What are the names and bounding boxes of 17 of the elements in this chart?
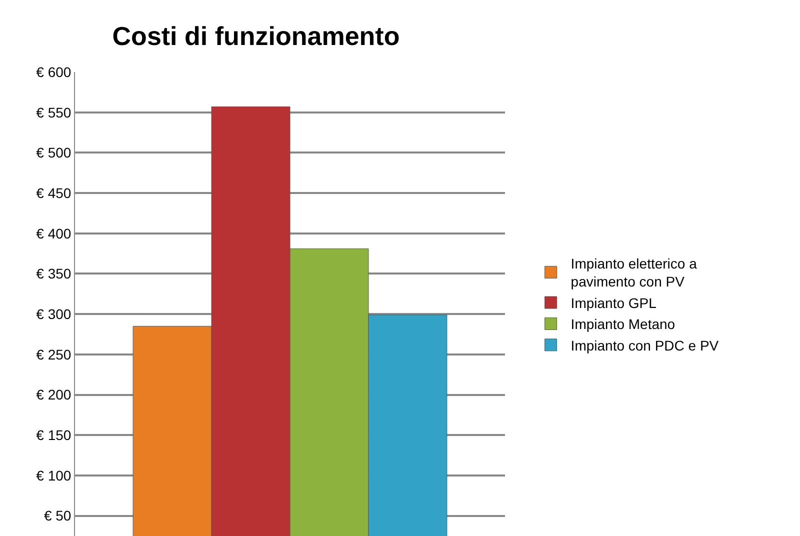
legend-label: Impianto GPL	[570, 294, 657, 311]
y-tick-label: € 400	[36, 225, 72, 242]
y-tick-label: € 600	[36, 64, 72, 80]
legend-label: Impianto Metano	[570, 316, 676, 332]
y-tick-label: € 150	[36, 427, 72, 444]
y-tick-label: € 550	[36, 104, 72, 120]
y-tick-label: € 350	[36, 266, 72, 282]
chart-title: Costi di funzionamento	[112, 21, 400, 51]
y-tick-label: € 250	[36, 346, 72, 362]
y-tick-label: € 450	[36, 184, 72, 201]
legend-label: Impianto con PDC e PV	[570, 337, 720, 354]
legend-label: Impianto eletterico a pavimento con PV	[570, 256, 698, 290]
y-tick-label: € 200	[36, 386, 72, 403]
y-tick-label: € 100	[36, 467, 72, 484]
y-tick-label: € 500	[36, 144, 72, 161]
y-tick-label: € 300	[36, 306, 72, 322]
y-tick-label: € 50	[44, 508, 72, 524]
